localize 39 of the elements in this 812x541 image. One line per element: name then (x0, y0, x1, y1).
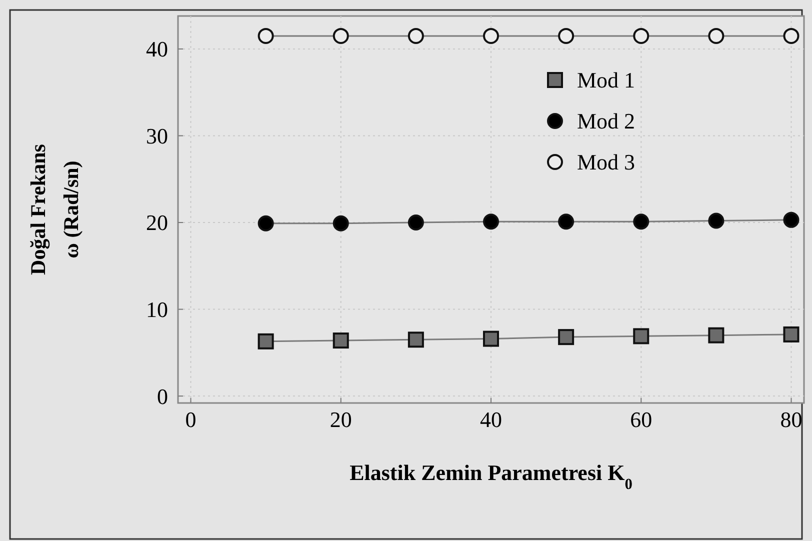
point (332, 332, 349, 349)
x-tick-label: 40 (480, 407, 502, 432)
x-tick-label: 0 (185, 407, 196, 432)
point (332, 215, 349, 232)
x-tick-label: 60 (630, 407, 652, 432)
point (633, 28, 650, 44)
point (708, 212, 724, 229)
point (783, 212, 800, 228)
point (558, 28, 574, 44)
point (708, 327, 724, 344)
point (258, 215, 274, 232)
point (708, 28, 724, 44)
y-axis-title: Doğal Frekans ω (Rad/sn) (26, 144, 83, 275)
y-tick-label: 40 (146, 36, 168, 62)
y-tick-label: 30 (146, 123, 168, 148)
point (483, 28, 499, 44)
y-tick-label: 20 (146, 210, 168, 236)
point (633, 214, 650, 230)
y-tick-label: 10 (146, 296, 168, 322)
legend-label: Mod 1 (577, 68, 636, 93)
y-tick-label: 0 (157, 384, 168, 409)
point (783, 28, 800, 44)
point (558, 329, 574, 346)
point (332, 28, 349, 44)
point (558, 214, 574, 230)
legend-label: Mod 3 (577, 150, 636, 175)
x-tick-label: 20 (330, 407, 352, 432)
point (483, 330, 499, 347)
legend-label: Mod 2 (577, 108, 636, 134)
point (258, 28, 274, 44)
point (258, 333, 274, 350)
point (408, 332, 424, 348)
x-tick-label: 80 (780, 407, 802, 432)
point (483, 214, 499, 230)
point (633, 328, 650, 344)
point (408, 28, 424, 44)
x-axis-title: Elastik Zemin Parametresi K$_{0}$ (350, 460, 633, 492)
point (408, 214, 424, 231)
point (783, 326, 800, 342)
